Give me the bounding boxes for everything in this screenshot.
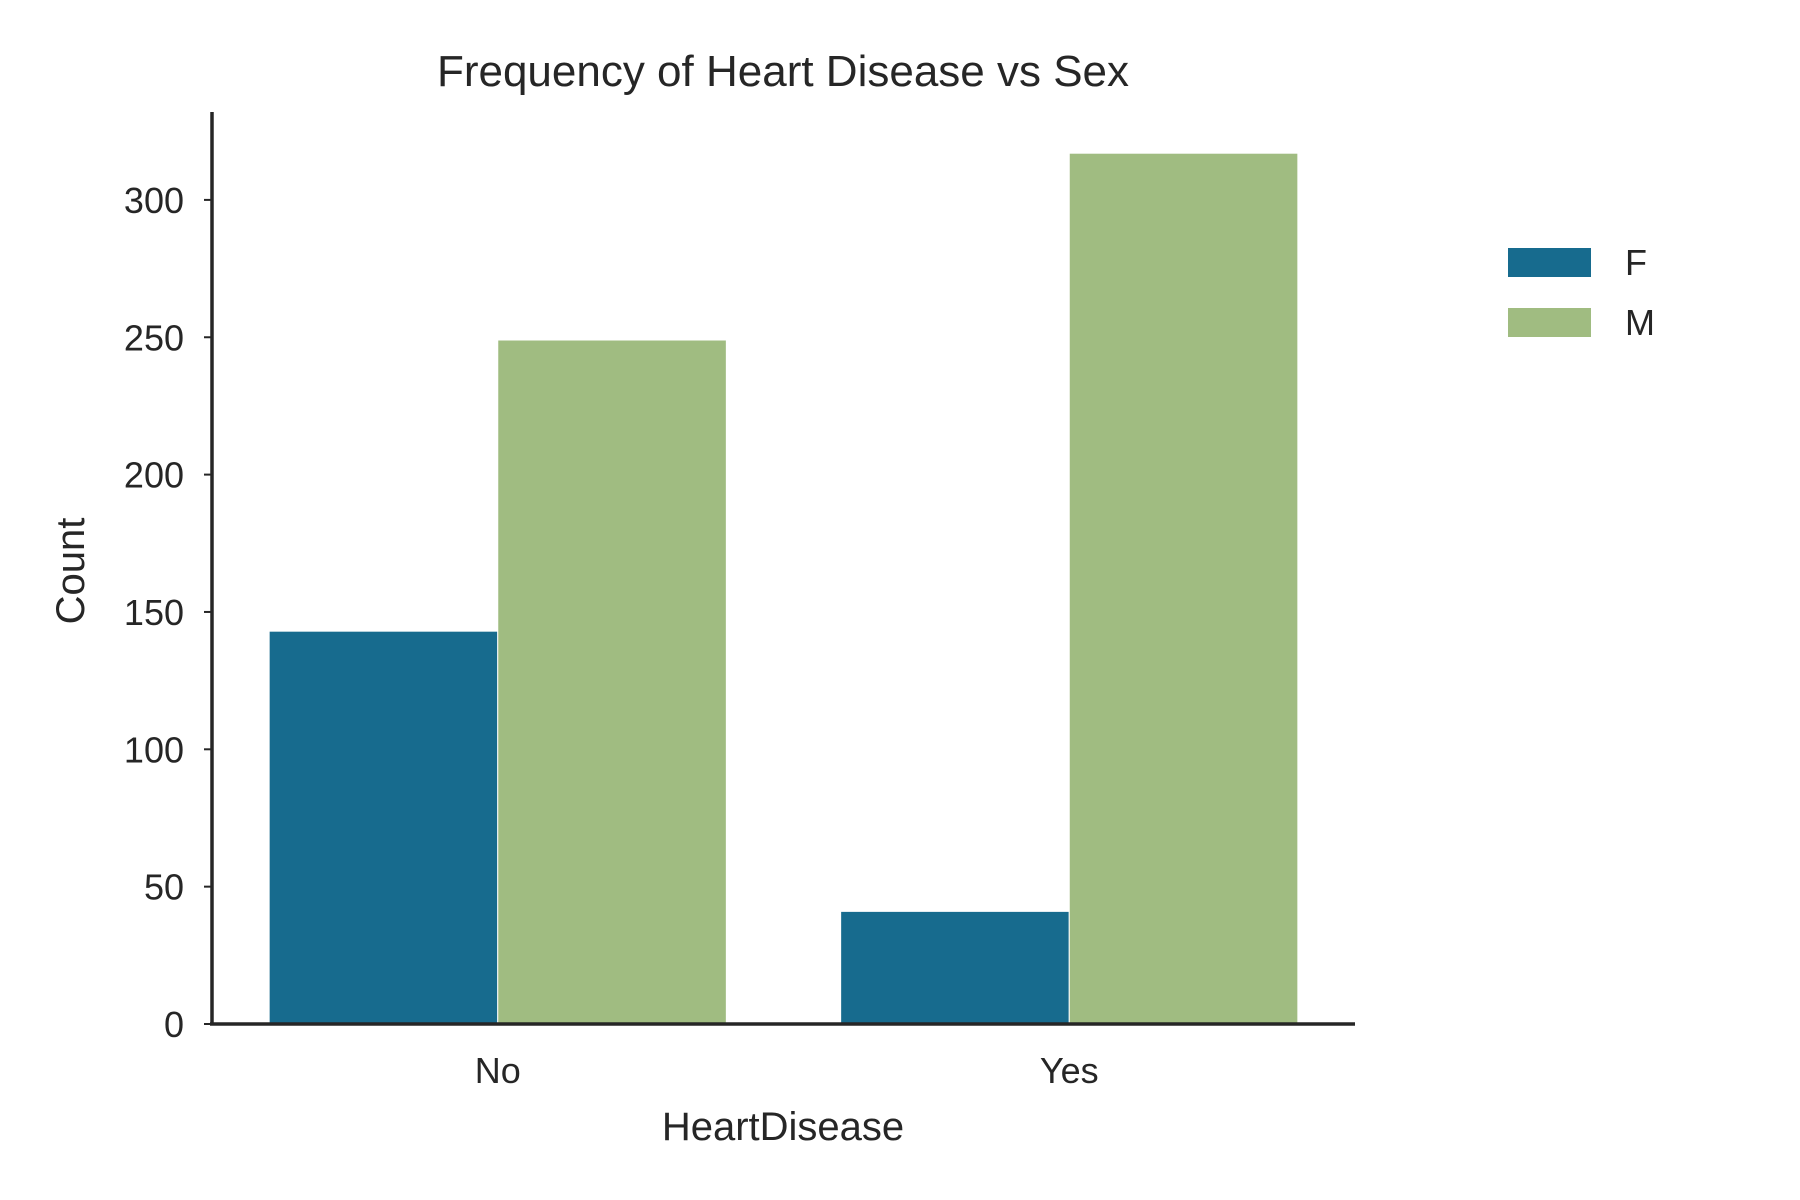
x-axis-label: HeartDisease — [662, 1105, 904, 1149]
bars-group — [268, 152, 1299, 1025]
legend-swatch-m — [1508, 308, 1591, 337]
x-tick-label: No — [475, 1050, 521, 1091]
y-tick-label: 100 — [124, 729, 184, 770]
bar-yes-m — [1068, 152, 1299, 1025]
legend-label-f: F — [1625, 242, 1647, 283]
y-tick-label: 50 — [144, 867, 184, 908]
y-tick-label: 150 — [124, 592, 184, 633]
y-axis-label: Count — [49, 518, 93, 625]
legend-swatch-f — [1508, 248, 1591, 277]
chart-title: Frequency of Heart Disease vs Sex — [437, 47, 1129, 96]
legend: FM — [1508, 242, 1655, 343]
y-tick-label: 300 — [124, 180, 184, 221]
bar-no-f — [268, 630, 499, 1025]
y-tick-label: 200 — [124, 455, 184, 496]
y-tick-label: 250 — [124, 317, 184, 358]
legend-label-m: M — [1625, 302, 1655, 343]
x-axis-ticks: No Yes — [475, 1050, 1099, 1091]
bar-yes-f — [840, 910, 1070, 1025]
bar-no-m — [497, 339, 727, 1025]
y-axis-ticks: 0 50 100 150 200 250 300 — [124, 180, 212, 1045]
x-tick-label: Yes — [1040, 1050, 1099, 1091]
y-tick-label: 0 — [164, 1004, 184, 1045]
